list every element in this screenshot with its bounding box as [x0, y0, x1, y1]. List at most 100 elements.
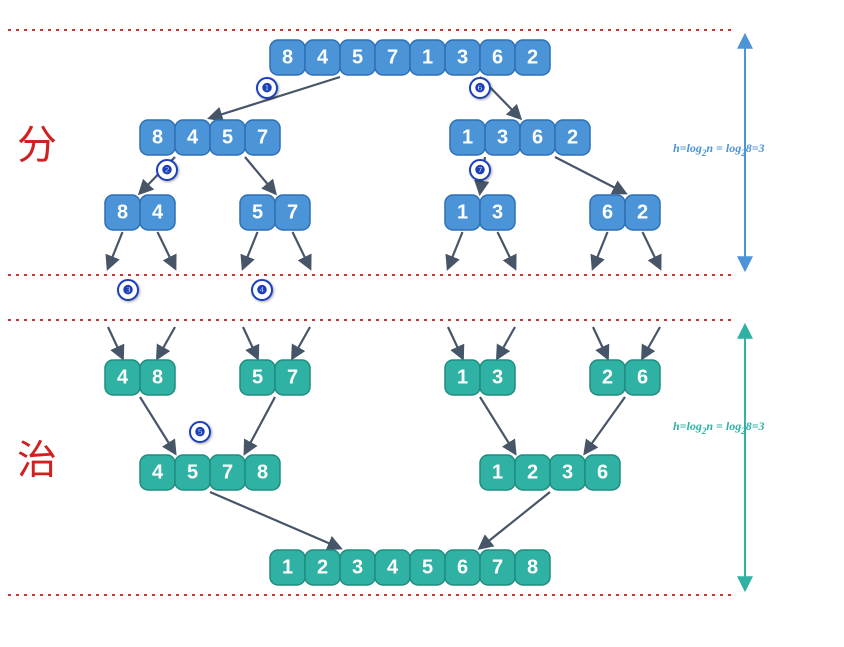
step-badge-number: ❼	[475, 163, 486, 177]
arrow-27	[480, 492, 550, 548]
cell-value: 3	[562, 462, 573, 484]
arrow-25	[585, 397, 625, 453]
array-group-d2LL: 84	[105, 195, 175, 230]
cell-value: 1	[422, 47, 433, 69]
step-badge-number: ❻	[475, 81, 486, 95]
cell-value: 5	[252, 367, 263, 389]
cell-value: 1	[492, 462, 503, 484]
array-group-d2LR: 57	[240, 195, 310, 230]
cell-value: 5	[252, 202, 263, 224]
cell-value: 6	[492, 47, 503, 69]
arrow-26	[210, 492, 340, 548]
height-bracket-divide: h=log2n = log28=3	[673, 36, 765, 269]
arrow-18	[448, 327, 463, 358]
arrow-8	[243, 232, 258, 268]
cell-value: 1	[457, 202, 468, 224]
array-group-c1L: 4 5 7 8	[140, 455, 280, 490]
cell-value: 3	[492, 202, 503, 224]
array-group-d1R: 1 3 6 2	[450, 120, 590, 155]
cell-value: 3	[492, 367, 503, 389]
cell-value: 7	[257, 127, 268, 149]
cell-value: 1	[282, 557, 293, 579]
cell-value: 6	[457, 557, 468, 579]
arrow-11	[498, 232, 516, 268]
cell-value: 2	[567, 127, 578, 149]
groups-layer: 8457136284571362845713624857132645781236…	[105, 40, 660, 585]
step-badge-number: ❸	[123, 283, 134, 297]
mergesort-diagram: 8457136284571362845713624857132645781236…	[0, 0, 844, 647]
arrow-16	[243, 327, 258, 358]
cell-value: 2	[527, 462, 538, 484]
cell-value: 8	[257, 462, 268, 484]
cell-value: 4	[317, 47, 329, 69]
label-conquer-cn: 治	[17, 438, 57, 483]
cell-value: 8	[282, 47, 293, 69]
brackets-layer: h=log2n = log28=3 h=log2n = log28=3	[673, 36, 765, 589]
arrow-15	[158, 327, 176, 358]
height-label: h=log2n = log28=3	[673, 141, 765, 158]
cell-value: 7	[287, 202, 298, 224]
cell-value: 3	[352, 557, 363, 579]
arrow-20	[593, 327, 608, 358]
height-bracket-conquer: h=log2n = log28=3	[673, 326, 765, 589]
cell-value: 2	[317, 557, 328, 579]
arrow-21	[643, 327, 661, 358]
arrow-19	[498, 327, 516, 358]
step-badge-number: ❺	[195, 425, 206, 439]
arrow-9	[293, 232, 311, 268]
step-badge-6: ❻	[470, 78, 490, 98]
array-group-d1L: 8 4 5 7	[140, 120, 280, 155]
cell-value: 6	[602, 202, 613, 224]
cell-value: 8	[152, 127, 163, 149]
cell-value: 4	[387, 557, 399, 579]
cell-value: 5	[352, 47, 363, 69]
array-group-d0: 8 4 5 7 1 3 6 2	[270, 40, 550, 75]
cell-value: 1	[457, 367, 468, 389]
array-group-d2RL: 13	[445, 195, 515, 230]
cell-value: 6	[597, 462, 608, 484]
step-badge-number: ❶	[262, 81, 273, 95]
array-group-c2RR: 26	[590, 360, 660, 395]
cell-value: 4	[152, 462, 164, 484]
cell-value: 7	[387, 47, 398, 69]
array-group-c2LR: 57	[240, 360, 310, 395]
cell-value: 3	[457, 47, 468, 69]
step-badge-number: ❹	[257, 283, 268, 297]
arrow-3	[245, 157, 275, 193]
array-group-c1R: 1 2 3 6	[480, 455, 620, 490]
array-group-d2RR: 62	[590, 195, 660, 230]
cell-value: 6	[532, 127, 543, 149]
array-group-c0: 12345678	[270, 550, 550, 585]
arrow-22	[140, 397, 175, 453]
height-label: h=log2n = log28=3	[673, 419, 765, 436]
cell-value: 2	[527, 47, 538, 69]
cell-value: 5	[222, 127, 233, 149]
step-badge-number: ❷	[162, 163, 173, 177]
arrow-23	[245, 397, 275, 453]
cell-value: 8	[152, 367, 163, 389]
cell-value: 7	[222, 462, 233, 484]
cell-value: 8	[117, 202, 128, 224]
cell-value: 4	[187, 127, 199, 149]
cell-value: 1	[462, 127, 473, 149]
arrow-5	[555, 157, 625, 193]
cell-value: 3	[497, 127, 508, 149]
cell-value: 4	[117, 367, 129, 389]
cell-value: 4	[152, 202, 164, 224]
cell-value: 6	[637, 367, 648, 389]
dividers-layer	[8, 30, 735, 595]
step-badge-7: ❼	[470, 160, 490, 180]
cell-value: 5	[422, 557, 433, 579]
chinese-labels-layer: 分治	[17, 123, 57, 483]
arrow-10	[448, 232, 463, 268]
cell-value: 2	[637, 202, 648, 224]
step-badge-3: ❸	[118, 280, 138, 300]
arrow-14	[108, 327, 123, 358]
arrow-13	[643, 232, 661, 268]
arrow-7	[158, 232, 176, 268]
step-badge-2: ❷	[157, 160, 177, 180]
arrow-24	[480, 397, 515, 453]
cell-value: 5	[187, 462, 198, 484]
arrow-6	[108, 232, 123, 268]
array-group-c2LL: 48	[105, 360, 175, 395]
